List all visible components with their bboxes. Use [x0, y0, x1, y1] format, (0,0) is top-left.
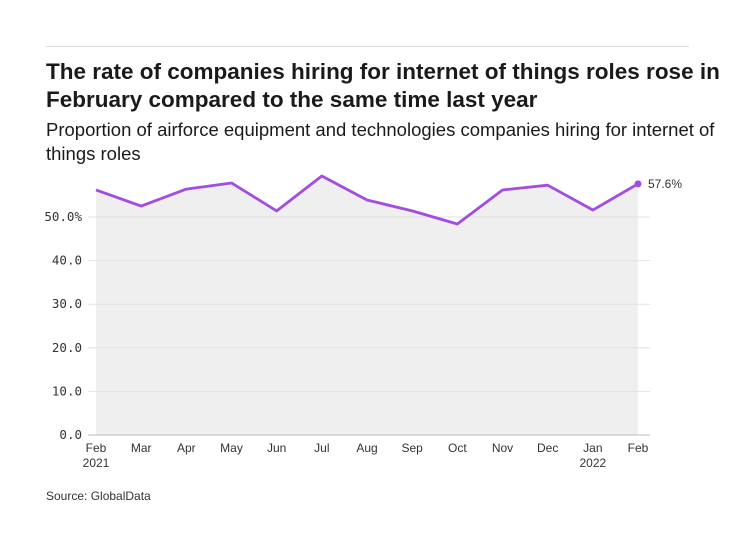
- x-tick-label: Feb: [628, 441, 649, 455]
- data-point: [634, 180, 642, 188]
- x-tick-label: Oct: [448, 441, 467, 455]
- source-note: Source: GlobalData: [46, 489, 151, 503]
- x-tick-label: Sep: [401, 441, 423, 455]
- x-tick-label: Apr: [177, 441, 196, 455]
- y-tick-label: 20.0: [52, 340, 82, 355]
- chart-subtitle: Proportion of airforce equipment and tec…: [46, 119, 715, 164]
- x-tick-label: Feb: [86, 441, 107, 455]
- x-tick-label: Jun: [267, 441, 286, 455]
- y-tick-label: 40.0: [52, 253, 82, 268]
- x-tick-label: Aug: [356, 441, 377, 455]
- x-tick-year: 2021: [83, 456, 110, 470]
- x-tick-label: Jul: [314, 441, 329, 455]
- x-tick-label: Dec: [537, 441, 558, 455]
- chart-title: The rate of companies hiring for interne…: [46, 59, 720, 112]
- y-tick-label: 10.0: [52, 383, 82, 398]
- area-fill: [96, 176, 638, 436]
- x-tick-label: May: [220, 441, 243, 455]
- x-tick-label: Mar: [131, 441, 152, 455]
- x-tick-label: Jan: [583, 441, 602, 455]
- y-tick-label: 50.0%: [44, 209, 82, 224]
- top-divider: [46, 46, 689, 47]
- x-tick-year: 2022: [579, 456, 606, 470]
- end-value-label: 57.6%: [648, 177, 682, 191]
- y-tick-label: 30.0: [52, 296, 82, 311]
- x-tick-label: Nov: [492, 441, 513, 455]
- y-tick-label: 0.0: [59, 427, 82, 442]
